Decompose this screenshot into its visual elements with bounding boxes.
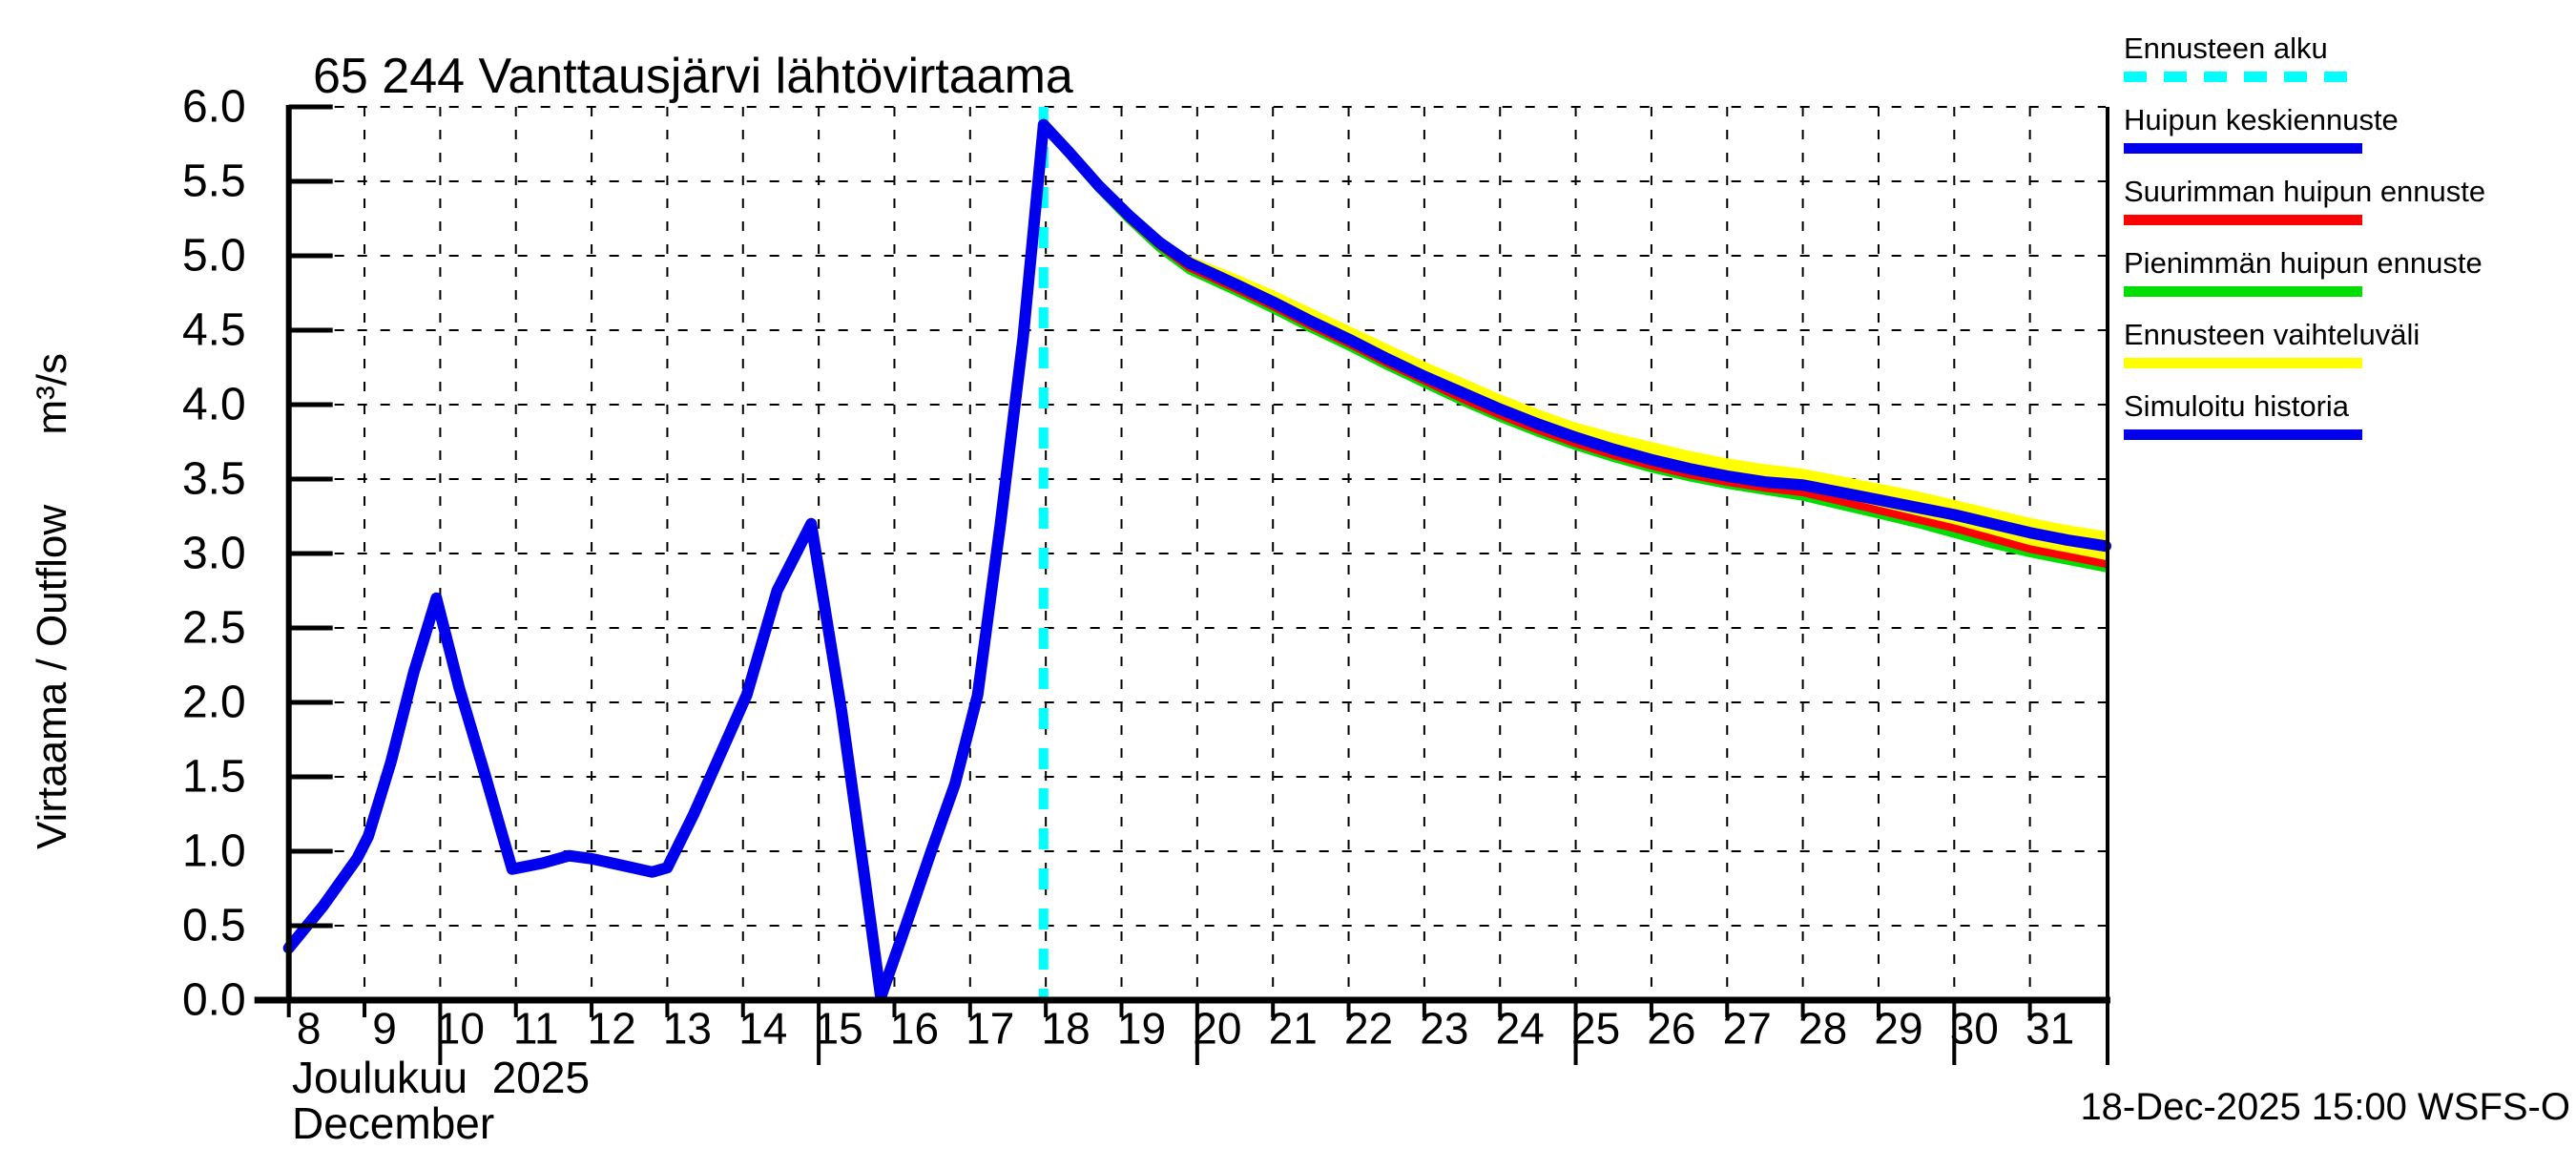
legend-item-simulated-history: Simuloitu historia: [2124, 390, 2485, 440]
y-axis-label: Virtaama / Outflow m³/s: [29, 353, 75, 849]
y-tick-label: 4.0: [182, 380, 246, 430]
x-tick-label: 30: [1950, 1004, 1999, 1054]
legend-label: Simuloitu historia: [2124, 389, 2350, 423]
x-tick-label: 19: [1117, 1004, 1166, 1054]
forecast-range-band-sample: [2124, 358, 2362, 368]
y-tick-label: 1.5: [182, 752, 246, 803]
x-tick-label: 13: [663, 1004, 712, 1054]
y-tick-label: 1.0: [182, 826, 246, 877]
x-tick-label: 27: [1723, 1004, 1772, 1054]
median-forecast-line-sample: [2124, 143, 2362, 154]
x-tick-label: 14: [738, 1004, 787, 1054]
x-tick-label: 18: [1042, 1004, 1091, 1054]
y-tick-label: 5.0: [182, 231, 246, 282]
legend-label: Ennusteen vaihteluväli: [2124, 318, 2420, 351]
x-axis-month-label-en: December: [292, 1098, 495, 1148]
x-tick-label: 29: [1874, 1004, 1922, 1054]
x-tick-label: 21: [1269, 1004, 1318, 1054]
x-tick-label: 12: [587, 1004, 635, 1054]
series-history-line: [282, 118, 1049, 1003]
min-peak-line-sample: [2124, 286, 2362, 297]
forecast-timestamp: 18-Dec-2025 15:00 WSFS-O: [2080, 1086, 2570, 1128]
forecast-start-line-sample: [2124, 72, 2362, 82]
max-peak-line-sample: [2124, 215, 2362, 225]
y-tick-label: 3.5: [182, 454, 246, 505]
x-tick-label: 17: [966, 1004, 1014, 1054]
x-tick-label: 15: [815, 1004, 863, 1054]
legend-item-min-peak-forecast: Pienimmän huipun ennuste: [2124, 247, 2485, 297]
simulated-history-line-sample: [2124, 429, 2362, 440]
x-tick-label: 24: [1496, 1004, 1545, 1054]
x-tick-label: 20: [1193, 1004, 1241, 1054]
y-tick-label: 4.5: [182, 305, 246, 356]
legend-item-forecast-range: Ennusteen vaihteluväli: [2124, 319, 2485, 368]
legend-label: Ennusteen alku: [2124, 31, 2328, 65]
y-tick-label: 6.0: [182, 82, 246, 133]
x-tick-label: 10: [436, 1004, 485, 1054]
x-tick-label: 8: [297, 1004, 322, 1054]
y-tick-label: 2.0: [182, 678, 246, 728]
x-tick-label: 25: [1571, 1004, 1620, 1054]
x-tick-label: 23: [1420, 1004, 1468, 1054]
series-median-line: [1037, 118, 2111, 553]
y-tick-label: 5.5: [182, 157, 246, 207]
x-tick-label: 31: [2025, 1004, 2074, 1054]
x-tick-label: 16: [890, 1004, 939, 1054]
legend-label: Pienimmän huipun ennuste: [2124, 246, 2483, 280]
y-tick-label: 2.5: [182, 603, 246, 654]
y-tick-label: 0.5: [182, 901, 246, 951]
forecast-range-band: [1043, 121, 2106, 572]
legend-item-forecast-start: Ennusteen alku: [2124, 32, 2485, 82]
x-axis-month-label-fi: Joulukuu 2025: [292, 1053, 591, 1102]
x-tick-label: 28: [1798, 1004, 1847, 1054]
legend-item-max-peak-forecast: Suurimman huipun ennuste: [2124, 176, 2485, 225]
legend-label: Huipun keskiennuste: [2124, 103, 2399, 136]
x-tick-label: 22: [1344, 1004, 1393, 1054]
x-tick-label: 11: [513, 1004, 559, 1054]
legend-item-median-forecast: Huipun keskiennuste: [2124, 104, 2485, 154]
chart-title: 65 244 Vanttausjärvi lähtövirtaama: [313, 49, 1073, 104]
legend-label: Suurimman huipun ennuste: [2124, 175, 2486, 208]
legend: Ennusteen alku Huipun keskiennuste Suuri…: [2124, 32, 2485, 462]
x-tick-label: 9: [372, 1004, 397, 1054]
y-tick-label: 3.0: [182, 529, 246, 579]
y-tick-label: 0.0: [182, 975, 246, 1026]
x-tick-label: 26: [1647, 1004, 1695, 1054]
